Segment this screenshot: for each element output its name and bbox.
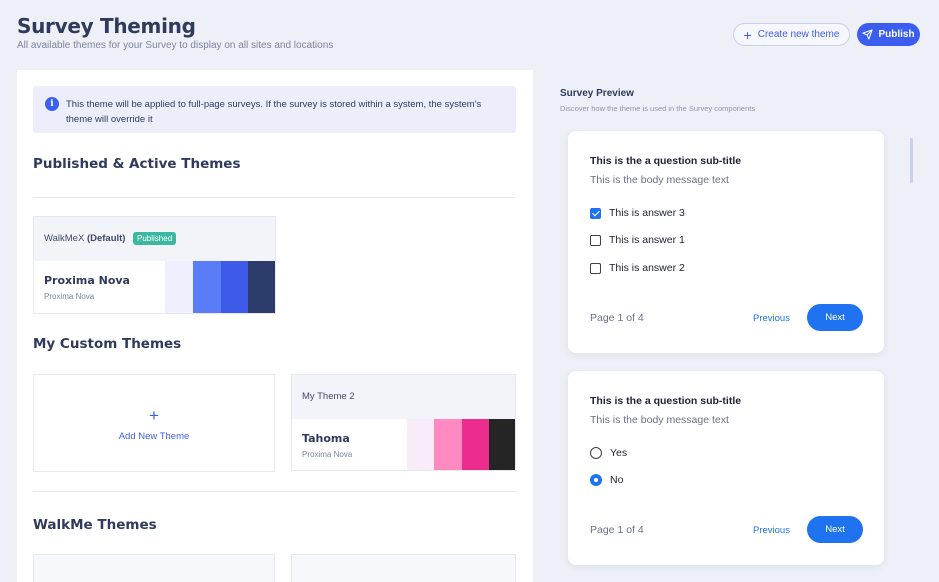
answer-label: This is answer 2: [609, 262, 685, 274]
previous-button[interactable]: Previous: [753, 525, 790, 536]
published-section-title: Published & Active Themes: [33, 156, 241, 172]
page-indicator: Page 1 of 4: [590, 312, 644, 324]
create-new-theme-label: Create new theme: [757, 29, 840, 40]
walkme-section-title: WalkMe Themes: [33, 517, 157, 533]
published-badge: Published: [133, 232, 177, 245]
plus-icon: +: [149, 406, 159, 425]
published-theme-card[interactable]: WalkMeX (Default) Published Proxima Nova…: [33, 216, 276, 314]
color-swatch: [193, 261, 221, 313]
publish-label: Publish: [878, 29, 915, 40]
answer-label: This is answer 1: [609, 234, 685, 246]
color-swatch: [434, 419, 462, 470]
divider: [33, 491, 516, 492]
page-title: Survey Theming: [17, 14, 196, 38]
radio-button-selected[interactable]: [590, 474, 602, 486]
answer-option[interactable]: This is answer 3: [590, 207, 685, 219]
color-swatch: [221, 261, 248, 313]
color-swatch: [462, 419, 489, 470]
custom-theme-card[interactable]: My Theme 2 Tahoma Proxima Nova: [291, 374, 516, 471]
publish-button[interactable]: Publish: [857, 23, 920, 46]
theme-font-sub: Proxima Nova: [44, 292, 95, 301]
create-new-theme-button[interactable]: + Create new theme: [733, 23, 850, 46]
info-banner: i This theme will be applied to full-pag…: [33, 86, 516, 133]
themes-panel: i This theme will be applied to full-pag…: [17, 70, 533, 582]
answer-option[interactable]: This is answer 2: [590, 262, 685, 274]
theme-font-title: Tahoma: [302, 432, 350, 445]
page-subtitle: All available themes for your Survey to …: [17, 40, 334, 51]
theme-card-header: My Theme 2: [292, 375, 515, 419]
color-swatch: [489, 419, 515, 470]
theme-card-header: WalkMeX (Default) Published: [34, 217, 275, 261]
answer-label: This is answer 3: [609, 207, 685, 219]
custom-section-title: My Custom Themes: [33, 336, 182, 352]
theme-font-title: Proxima Nova: [44, 274, 130, 287]
answer-option[interactable]: No: [590, 474, 623, 486]
add-new-theme-card[interactable]: + Add New Theme: [33, 374, 275, 472]
add-new-theme-label: Add New Theme: [118, 431, 190, 442]
info-icon: i: [45, 97, 59, 111]
walkme-theme-card[interactable]: [33, 554, 275, 582]
next-button[interactable]: Next: [807, 516, 863, 543]
previous-button[interactable]: Previous: [753, 313, 790, 324]
theme-name: My Theme 2: [302, 391, 355, 402]
color-swatch: [407, 419, 434, 470]
checkbox-checked[interactable]: [590, 207, 601, 219]
question-sub-title: This is the a question sub-title: [590, 155, 742, 167]
plus-icon: +: [743, 26, 752, 43]
next-button[interactable]: Next: [807, 304, 863, 331]
color-swatch: [248, 261, 275, 313]
answer-label: Yes: [610, 447, 628, 459]
survey-question-card: This is the a question sub-title This is…: [568, 131, 884, 353]
send-icon: [862, 29, 874, 40]
survey-preview-subtitle: Discover how the theme is used in the Su…: [560, 104, 756, 113]
question-sub-title: This is the a question sub-title: [590, 395, 742, 407]
radio-button[interactable]: [590, 447, 602, 459]
survey-question-card: This is the a question sub-title This is…: [568, 371, 884, 565]
question-body: This is the body message text: [590, 174, 729, 186]
walkme-theme-card[interactable]: [291, 554, 516, 582]
answer-option[interactable]: Yes: [590, 447, 627, 459]
survey-preview-title: Survey Preview: [560, 88, 634, 99]
divider: [33, 197, 516, 198]
answer-label: No: [610, 474, 624, 486]
checkbox[interactable]: [590, 234, 601, 246]
question-body: This is the body message text: [590, 414, 729, 426]
page-indicator: Page 1 of 4: [590, 524, 644, 536]
theme-font-sub: Proxima Nova: [302, 450, 353, 459]
info-text: This theme will be applied to full-page …: [66, 99, 482, 125]
theme-name: WalkMeX (Default): [44, 233, 126, 244]
preview-scrollbar[interactable]: [910, 138, 913, 183]
answer-option[interactable]: This is answer 1: [590, 234, 685, 246]
checkbox[interactable]: [590, 262, 601, 274]
color-swatch: [165, 261, 193, 313]
